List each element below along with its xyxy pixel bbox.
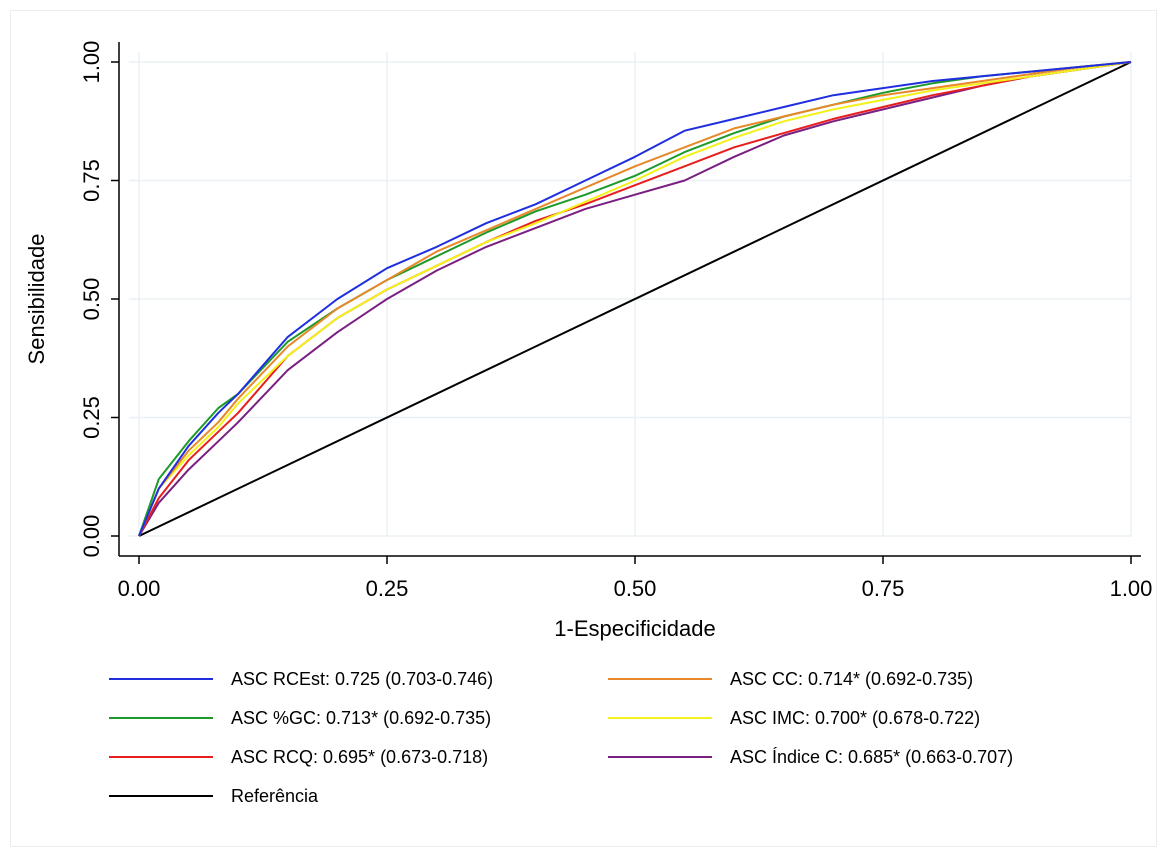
x-tick-label: 0.25 bbox=[366, 576, 409, 601]
x-tick-label: 0.50 bbox=[614, 576, 657, 601]
x-axis-title: 1-Especificidade bbox=[554, 616, 715, 641]
y-tick-label: 0.75 bbox=[79, 159, 104, 202]
series-line-asc-imc bbox=[138, 61, 1132, 537]
legend-label: ASC IMC: 0.700* (0.678-0.722) bbox=[730, 708, 980, 728]
legend-label: ASC RCQ: 0.695* (0.673-0.718) bbox=[231, 747, 488, 767]
axes: 0.00 0.25 0.50 0.75 1.00 0.00 0.25 0.50 0.75 1.00 bbox=[79, 41, 1152, 601]
y-tick-label: 0.50 bbox=[79, 278, 104, 321]
series-line-asc-ndice-c bbox=[138, 61, 1132, 537]
y-tick-label: 0.25 bbox=[79, 396, 104, 439]
roc-chart: 0.00 0.25 0.50 0.75 1.00 0.00 0.25 0.50 0.75 1.00… bbox=[24, 41, 1152, 806]
series-line-asc-cc bbox=[138, 61, 1132, 537]
y-tick-label: 1.00 bbox=[79, 41, 104, 84]
legend: ASC RCEst: 0.725 (0.703-0.746) ASC CC: 0.… bbox=[109, 669, 1013, 806]
series-line-refer-ncia bbox=[138, 61, 1132, 537]
legend-label: ASC CC: 0.714* (0.692-0.735) bbox=[730, 669, 973, 689]
x-tick-label: 0.00 bbox=[118, 576, 161, 601]
series-line-asc-pctgc bbox=[138, 61, 1132, 537]
chart-frame: 0.00 0.25 0.50 0.75 1.00 0.00 0.25 0.50 0.75 1.00… bbox=[10, 10, 1157, 847]
x-tick-label: 0.75 bbox=[862, 576, 905, 601]
y-tick-label: 0.00 bbox=[79, 515, 104, 558]
series-line-asc-rcq bbox=[138, 61, 1132, 537]
y-axis-title: Sensibilidade bbox=[24, 234, 49, 365]
legend-label: ASC RCEst: 0.725 (0.703-0.746) bbox=[231, 669, 493, 689]
legend-label: Referência bbox=[231, 786, 319, 806]
legend-label: ASC %GC: 0.713* (0.692-0.735) bbox=[231, 708, 491, 728]
series-line-asc-rcest bbox=[138, 61, 1132, 537]
series-lines bbox=[138, 61, 1132, 537]
legend-label: ASC Índice C: 0.685* (0.663-0.707) bbox=[730, 747, 1013, 767]
grid bbox=[129, 52, 1132, 537]
x-tick-label: 1.00 bbox=[1110, 576, 1153, 601]
